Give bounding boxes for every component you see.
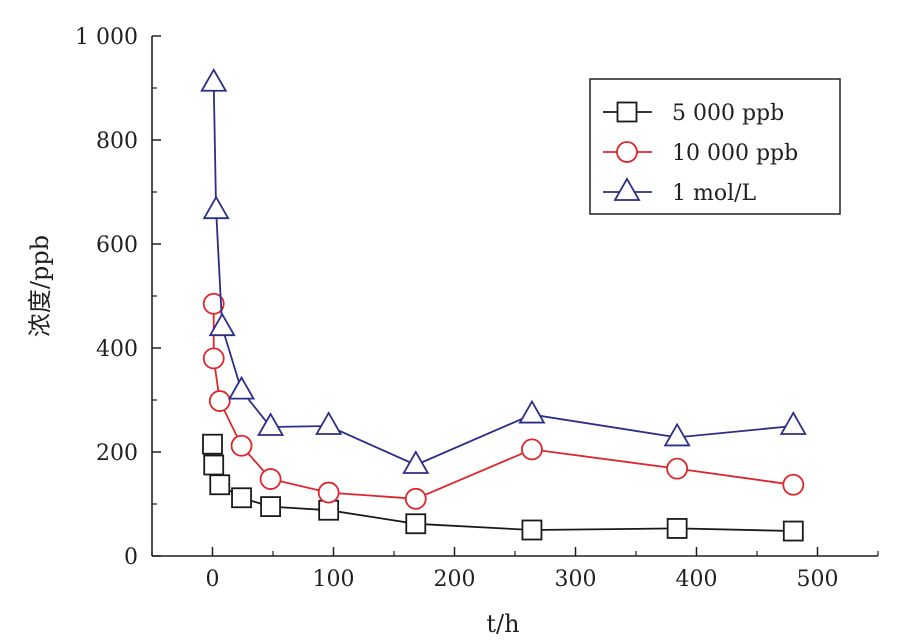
data-point	[779, 411, 807, 435]
data-point	[230, 434, 253, 457]
data-point	[203, 454, 225, 476]
legend: 5 000 ppb 10 000 ppb 1 mol/L	[589, 78, 841, 215]
y-tick-label: 1 000	[75, 25, 138, 50]
data-point	[405, 513, 427, 535]
series-line	[212, 303, 794, 500]
x-axis-title: t/h	[486, 610, 519, 638]
legend-marker	[616, 101, 638, 123]
data-point	[227, 375, 256, 400]
x-axis-ticks: 0 100 200 300 400 500	[151, 547, 879, 592]
data-point	[202, 347, 225, 370]
x-tick-label: 400	[676, 567, 718, 592]
data-point	[317, 481, 340, 504]
x-tick-label: 500	[797, 567, 839, 592]
data-point	[782, 473, 805, 496]
y-tick-label: 400	[96, 337, 138, 362]
data-point	[402, 450, 430, 474]
data-point	[209, 474, 231, 496]
data-point	[666, 457, 689, 480]
y-axis-title: 浓度/ppb	[26, 235, 54, 337]
data-point	[404, 487, 427, 510]
legend-marker	[613, 177, 641, 201]
data-point	[202, 195, 230, 220]
series-line	[212, 82, 794, 466]
data-point	[259, 468, 282, 490]
series-circle	[202, 292, 805, 510]
data-point	[231, 487, 252, 509]
legend-label: 5 000 ppb	[672, 101, 784, 126]
data-point	[782, 520, 804, 542]
x-tick-label: 0	[206, 567, 220, 592]
data-point	[666, 518, 688, 539]
data-point	[202, 433, 223, 455]
data-point	[318, 499, 340, 521]
x-tick-label: 300	[555, 567, 597, 592]
data-point	[521, 438, 543, 461]
series-triangle	[200, 67, 807, 474]
x-tick-label: 200	[434, 567, 476, 592]
x-tick-label: 100	[313, 567, 355, 592]
data-point	[260, 496, 281, 518]
data-point	[518, 399, 546, 424]
y-axis-ticks: 0 200 400 600 800 1 000	[75, 25, 161, 570]
data-point	[257, 412, 285, 436]
y-tick-label: 800	[96, 129, 138, 154]
series-square	[202, 433, 804, 542]
y-tick-label: 600	[96, 233, 138, 258]
data-point	[202, 292, 225, 315]
data-point	[208, 312, 236, 337]
legend-label: 1 mol/L	[672, 181, 757, 206]
data-point	[663, 422, 691, 447]
data-point	[315, 411, 343, 435]
y-tick-label: 0	[124, 545, 138, 570]
legend-label: 10 000 ppb	[672, 141, 798, 166]
data-point	[208, 390, 231, 412]
series-layer	[200, 67, 807, 542]
data-point	[200, 67, 228, 92]
data-point	[521, 519, 543, 541]
y-tick-label: 200	[96, 441, 138, 466]
legend-marker	[616, 141, 638, 163]
